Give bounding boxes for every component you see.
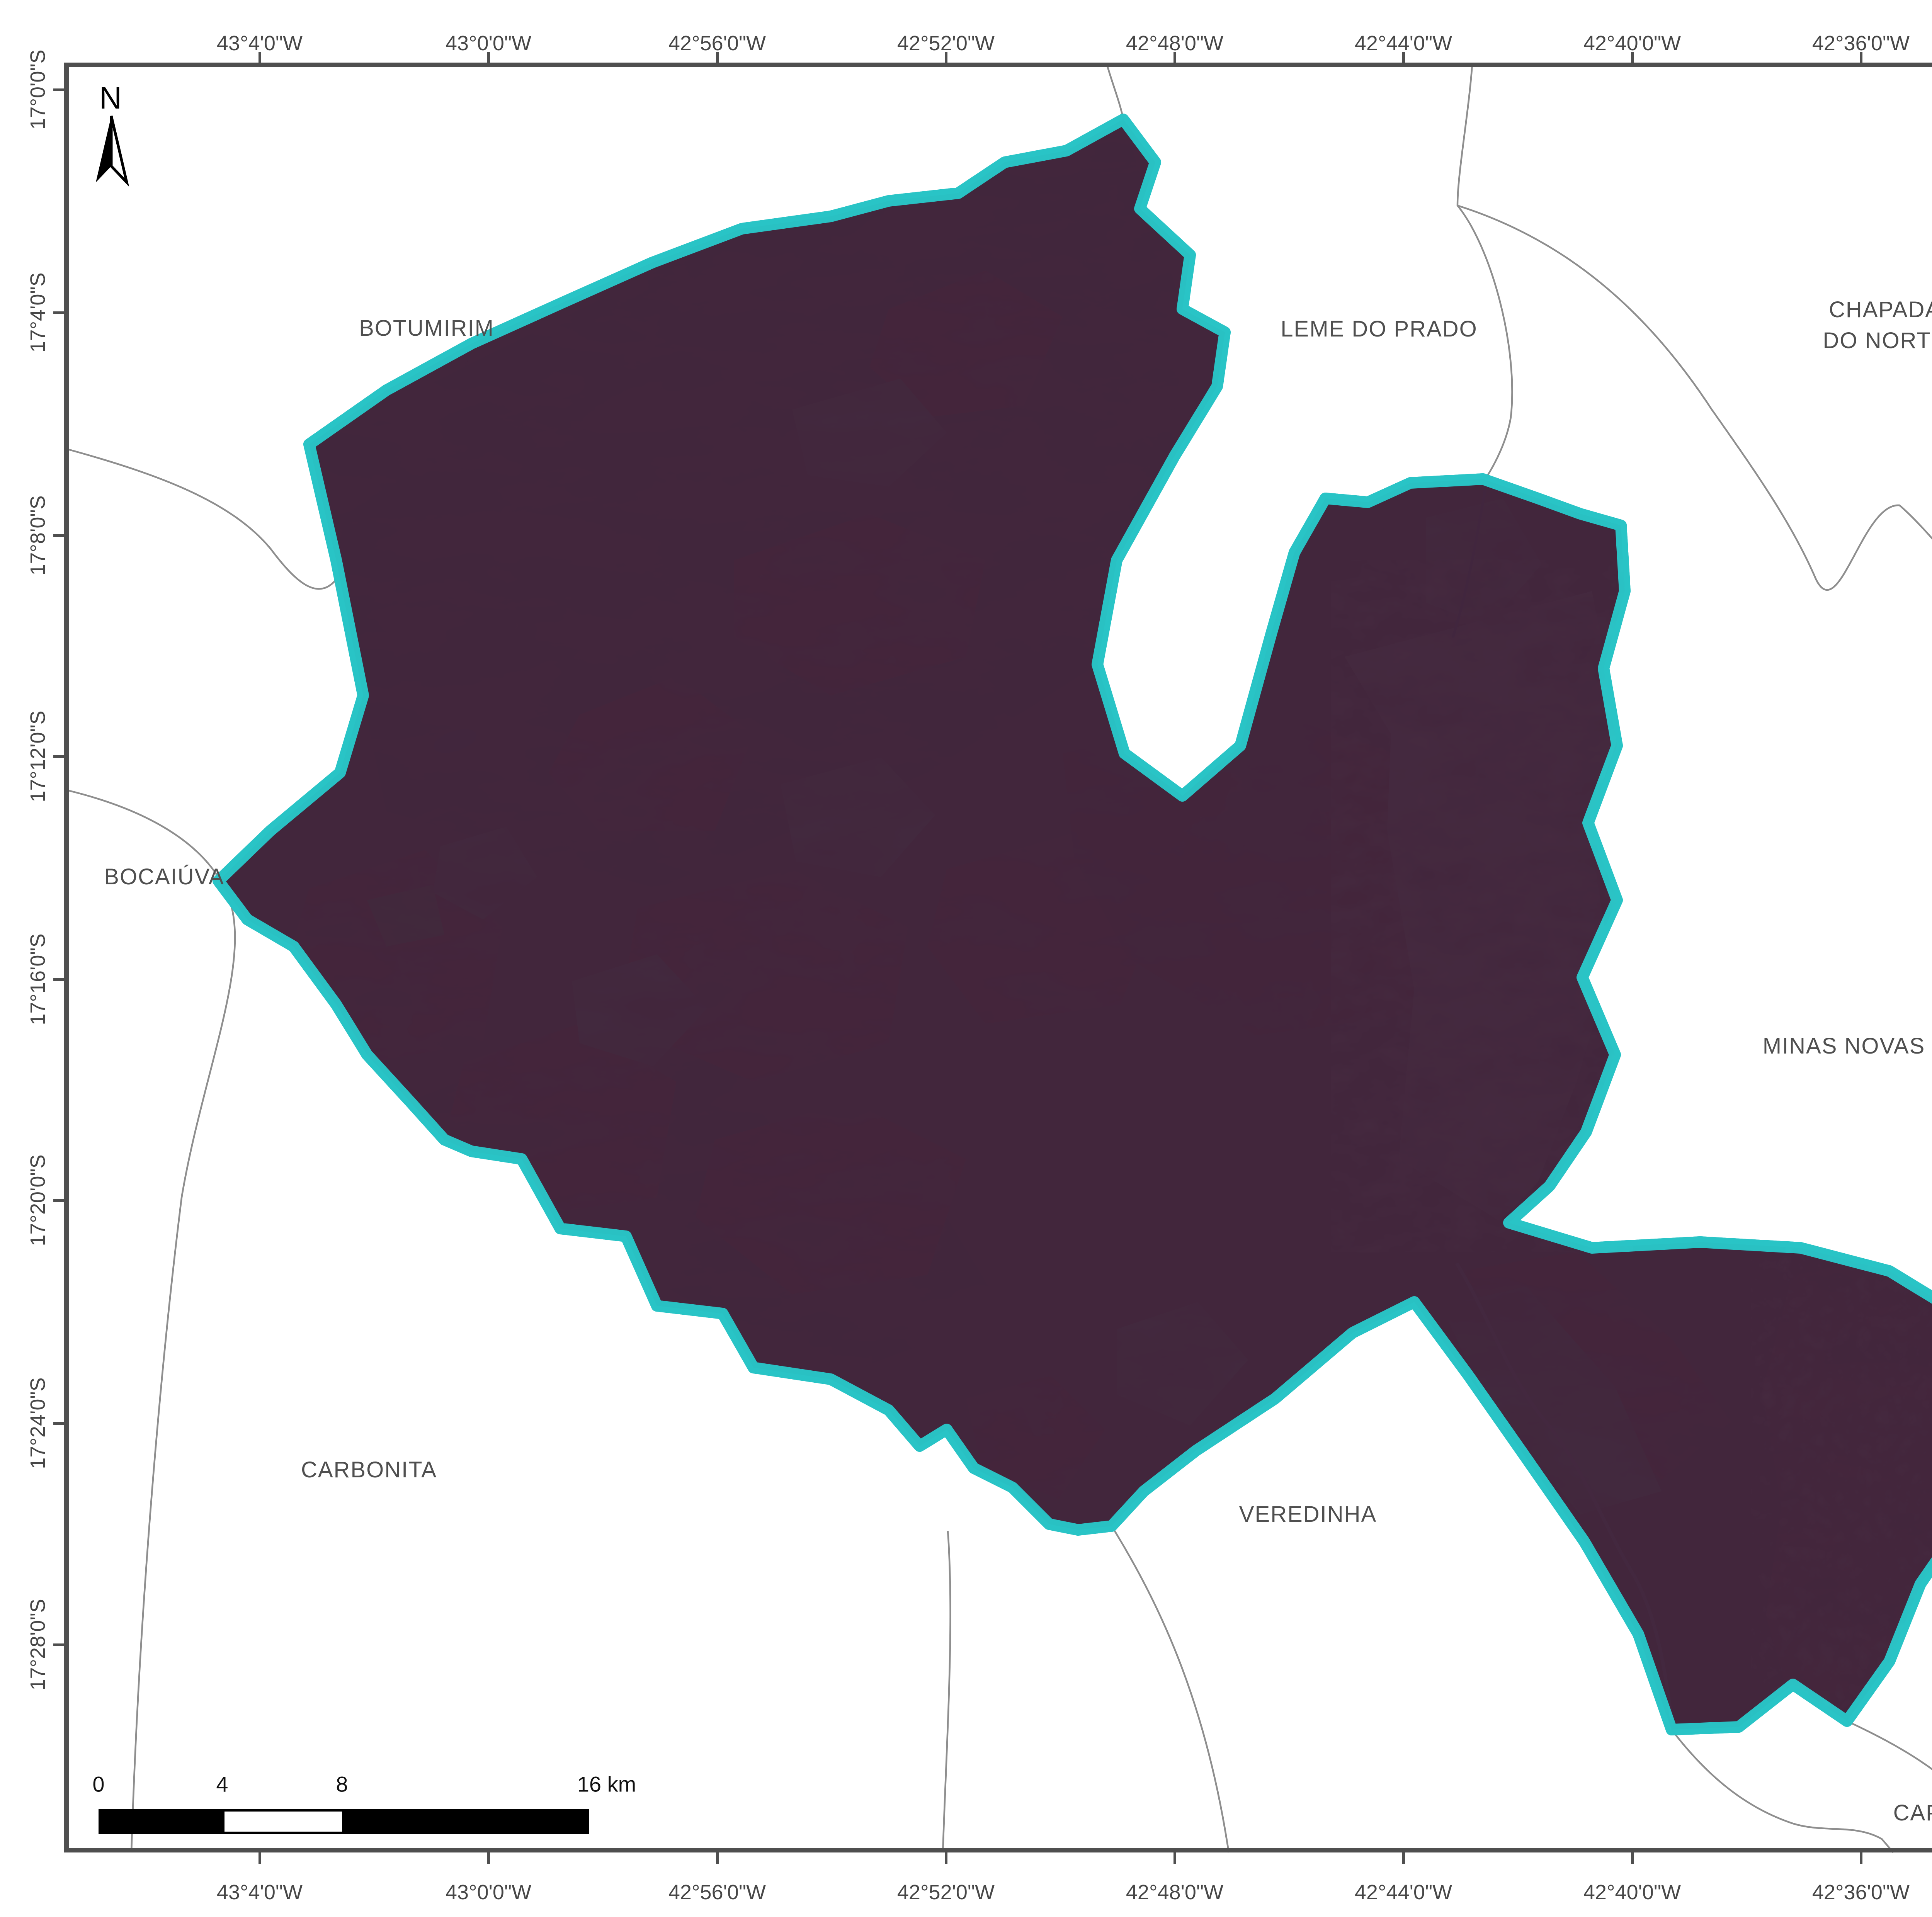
- scalebar-seg-2: [222, 1809, 347, 1834]
- lat-label-left: 17°8'0"S: [26, 495, 49, 576]
- scalebar-label: 4: [216, 1772, 228, 1796]
- neighbor-label: BOTUMIRIM: [359, 316, 494, 341]
- lon-tick-bottom: [259, 1852, 261, 1864]
- scalebar-seg-3: [342, 1809, 589, 1834]
- lon-label-bottom: 42°40'0"W: [1583, 1881, 1681, 1904]
- lat-tick-left: [53, 534, 65, 537]
- scalebar-seg-1: [99, 1809, 222, 1834]
- lon-tick-top: [1860, 52, 1862, 63]
- lat-label-left: 17°16'0"S: [26, 933, 49, 1025]
- neighbor-label: CAPELINHA: [1893, 1800, 1932, 1825]
- lon-label-top: 43°4'0"W: [216, 32, 303, 55]
- lon-label-top: 42°48'0"W: [1126, 32, 1224, 55]
- lon-label-top: 42°52'0"W: [897, 32, 995, 55]
- lon-label-bottom: 43°4'0"W: [216, 1881, 303, 1904]
- lon-tick-top: [1402, 52, 1405, 63]
- lat-label-left: 17°20'0"S: [26, 1154, 49, 1246]
- lon-tick-top: [1631, 52, 1634, 63]
- lon-tick-bottom: [1402, 1852, 1405, 1864]
- lat-tick-left: [53, 978, 65, 981]
- neighbor-label: CARBONITA: [301, 1457, 437, 1482]
- lon-tick-bottom: [945, 1852, 947, 1864]
- lon-label-top: 42°36'0"W: [1812, 32, 1910, 55]
- lon-tick-top: [259, 52, 261, 63]
- lat-label-left: 17°24'0"S: [26, 1377, 49, 1469]
- north-label: N: [99, 81, 122, 115]
- lon-label-top: 43°0'0"W: [445, 32, 532, 55]
- neighbor-label: MINAS NOVAS: [1762, 1033, 1925, 1059]
- lat-tick-left: [53, 1643, 65, 1646]
- lon-label-bottom: 43°0'0"W: [445, 1881, 532, 1904]
- neighbor-boundary-lines: [66, 65, 1932, 1853]
- lon-tick-top: [716, 52, 719, 63]
- lon-label-bottom: 42°48'0"W: [1126, 1881, 1224, 1904]
- lon-tick-bottom: [1173, 1852, 1176, 1864]
- scalebar-label: 0: [92, 1772, 105, 1796]
- lon-tick-top: [1173, 52, 1176, 63]
- neighbor-label: CHAPADA DO NORTE: [1823, 297, 1932, 353]
- lon-tick-bottom: [1860, 1852, 1862, 1864]
- lat-label-left: 17°4'0"S: [26, 272, 49, 353]
- lat-tick-left: [53, 88, 65, 91]
- lon-tick-bottom: [716, 1852, 719, 1864]
- lon-tick-top: [945, 52, 947, 63]
- lat-tick-left: [53, 1422, 65, 1425]
- lon-label-bottom: 42°52'0"W: [897, 1881, 995, 1904]
- lat-label-left: 17°12'0"S: [26, 710, 49, 802]
- lon-tick-bottom: [1631, 1852, 1634, 1864]
- lat-tick-left: [53, 1199, 65, 1202]
- lon-label-bottom: 42°36'0"W: [1812, 1881, 1910, 1904]
- neighbor-label: LEME DO PRADO: [1281, 316, 1478, 342]
- lon-label-top: 42°40'0"W: [1583, 32, 1681, 55]
- lat-label-left: 17°28'0"S: [26, 1599, 49, 1691]
- lat-tick-left: [53, 311, 65, 314]
- lon-label-top: 42°56'0"W: [668, 32, 766, 55]
- neighbor-label: BOCAIÚVA: [104, 864, 224, 889]
- neighbor-label: VEREDINHA: [1239, 1502, 1377, 1527]
- lon-tick-bottom: [487, 1852, 490, 1864]
- lat-label-left: 17°0'0"S: [26, 49, 49, 130]
- lat-tick-left: [53, 755, 65, 758]
- lon-tick-top: [487, 52, 490, 63]
- lon-label-bottom: 42°44'0"W: [1354, 1881, 1452, 1904]
- map-frame: [64, 63, 1932, 1852]
- scalebar-label: 8: [336, 1772, 348, 1796]
- north-arrow-icon: [96, 116, 129, 187]
- lon-label-bottom: 42°56'0"W: [668, 1881, 766, 1904]
- scalebar-label: 16 km: [577, 1772, 636, 1796]
- lon-label-top: 42°44'0"W: [1354, 32, 1452, 55]
